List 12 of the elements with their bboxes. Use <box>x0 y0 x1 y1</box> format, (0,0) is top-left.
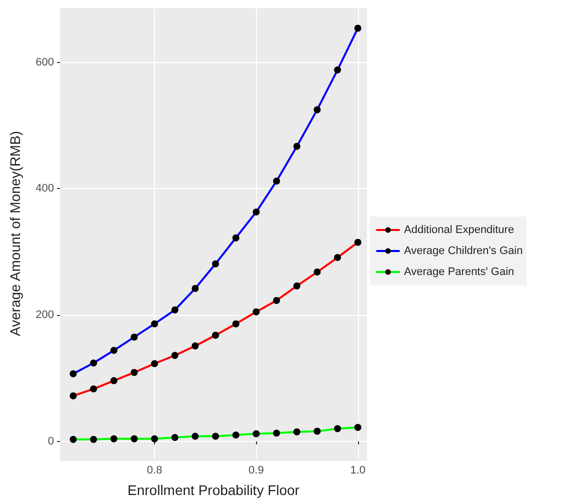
x-tick-label: 0.8 <box>146 464 162 476</box>
x-tick-label: 0.9 <box>248 464 264 476</box>
legend-label: Additional Expenditure <box>404 224 514 236</box>
y-axis-title: Average Amount of Money(RMB) <box>7 130 23 336</box>
x-tick-label: 1.0 <box>350 464 366 476</box>
x-axis-title: Enrollment Probability Floor <box>128 482 300 498</box>
y-tick-label: 200 <box>36 308 54 321</box>
y-tick-label: 600 <box>36 56 54 68</box>
y-tick-label: 0 <box>48 435 54 448</box>
legend-label: Average Parents' Gain <box>404 266 514 278</box>
legend-label: Average Children's Gain <box>404 245 523 257</box>
y-tick-label: 400 <box>36 182 54 195</box>
